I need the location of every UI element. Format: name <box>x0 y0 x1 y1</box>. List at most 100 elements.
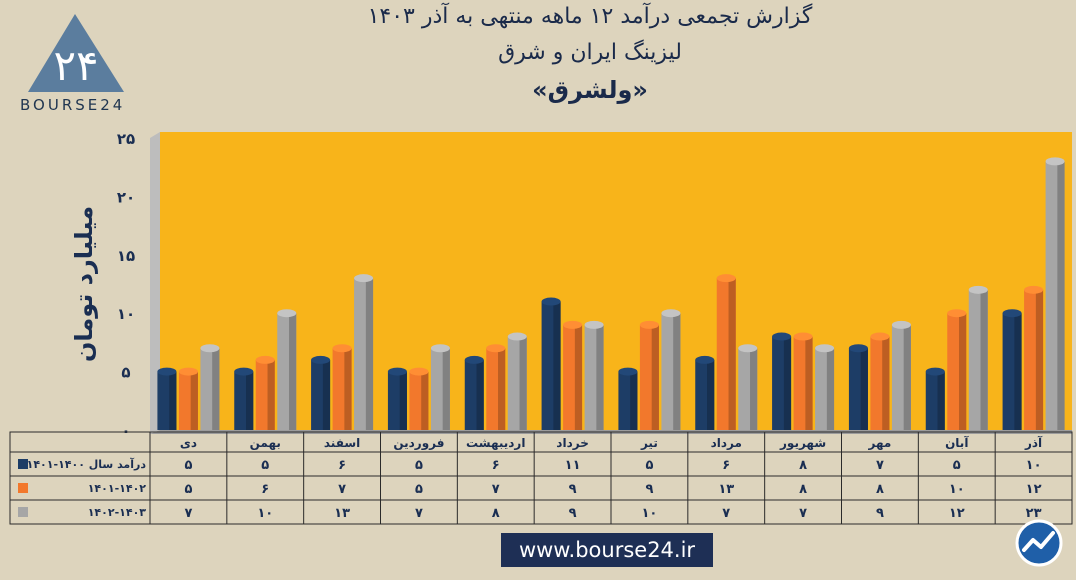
data-label: ۱۳ <box>334 506 350 521</box>
bar-cap <box>968 285 988 294</box>
data-label: ۷ <box>492 482 500 497</box>
bar-shade <box>442 348 450 430</box>
bar-cap <box>234 367 254 376</box>
plot-side-wall <box>150 132 160 434</box>
bar-cap <box>409 367 429 376</box>
data-label: ۵ <box>261 458 269 473</box>
legend-label: درآمد سال ۱۴۰۰-۱۴۰۱ <box>27 457 147 471</box>
bar-cap <box>1045 157 1065 166</box>
data-label: ۱۰ <box>949 482 965 497</box>
data-label: ۷ <box>184 506 192 521</box>
bar-cap <box>716 274 736 283</box>
data-label: ۵ <box>415 482 423 497</box>
bar-cap <box>738 344 758 353</box>
bar-shade <box>267 359 275 430</box>
bar-cap <box>772 332 792 341</box>
bar-shade <box>421 371 429 430</box>
website-url[interactable]: www.bourse24.ir <box>501 533 713 567</box>
bar-shade <box>805 336 813 430</box>
data-label: ۷ <box>338 482 346 497</box>
bar-cap <box>891 320 911 329</box>
bar-shade <box>399 371 407 430</box>
bar-cap <box>541 297 561 306</box>
bar-cap <box>1024 285 1044 294</box>
bar-shade <box>903 324 911 430</box>
bar-cap <box>354 274 374 283</box>
bar-shade <box>190 371 198 430</box>
bar-shade <box>596 324 604 430</box>
x-tick-label: شهریور <box>779 436 826 451</box>
bar-shade <box>959 313 967 430</box>
x-tick-label: اسفند <box>324 436 360 450</box>
bar-cap <box>332 344 352 353</box>
data-label: ۸ <box>876 482 884 497</box>
bar-cap <box>947 309 967 318</box>
data-label: ۲۳ <box>1026 506 1042 521</box>
bar-shade <box>860 348 868 430</box>
x-tick-label: دی <box>180 436 197 450</box>
logo-mark: ۲۴ <box>53 41 98 90</box>
y-tick-label: ۲۵ <box>117 130 135 148</box>
bar-shade <box>322 359 331 430</box>
bar-cap <box>870 332 890 341</box>
bar-shade <box>937 371 945 430</box>
data-label: ۷ <box>799 506 807 521</box>
legend-swatch <box>18 507 28 517</box>
bar-shade <box>169 371 177 430</box>
bar-cap <box>430 344 450 353</box>
data-label: ۸ <box>799 482 807 497</box>
bar-cap <box>486 344 506 353</box>
x-tick-label: آبان <box>945 435 969 450</box>
logo-text: BOURSE24 <box>20 96 126 114</box>
bar-shade <box>553 301 561 430</box>
bar-shade <box>498 348 506 430</box>
bar-cap <box>695 355 715 364</box>
bar-shade <box>707 359 715 430</box>
legend-label: ۱۴۰۲-۱۴۰۳ <box>88 506 147 519</box>
bar-cap <box>584 320 604 329</box>
bar-cap <box>507 332 527 341</box>
data-label: ۶ <box>492 458 500 473</box>
y-tick-label: ۱۵ <box>117 247 135 265</box>
chart-subtitle: لیزینگ ایران و شرق <box>498 40 682 65</box>
data-label: ۶ <box>261 482 269 497</box>
data-label: ۱۰ <box>1026 458 1042 473</box>
data-label: ۱۲ <box>1026 482 1042 497</box>
chart-title: گزارش تجمعی درآمد ۱۲ ماهه منتهی به آذر ۱… <box>367 4 813 29</box>
bar-cap <box>277 309 297 318</box>
bar-cap <box>311 355 331 364</box>
bar-shade <box>476 359 484 430</box>
y-tick-label: ۰ <box>121 422 130 440</box>
bar-cap <box>563 320 583 329</box>
bar-shade <box>783 336 792 430</box>
data-label: ۹ <box>569 482 577 497</box>
data-label: ۷ <box>876 458 884 473</box>
bar-cap <box>178 367 198 376</box>
data-label: ۷ <box>415 506 423 521</box>
bar-cap <box>157 367 177 376</box>
company-symbol: «ولشرق» <box>532 76 648 104</box>
x-tick-label: خرداد <box>556 436 589 450</box>
data-label: ۵ <box>184 482 192 497</box>
bar-cap <box>639 320 659 329</box>
bar-cap <box>618 367 638 376</box>
legend-swatch <box>18 459 28 469</box>
x-tick-label: مرداد <box>711 436 742 450</box>
bar-shade <box>630 371 638 430</box>
bar-cap <box>793 332 813 341</box>
bar-shade <box>980 289 988 430</box>
bar-cap <box>464 355 484 364</box>
data-label: ۹ <box>569 506 577 521</box>
x-tick-label: فروردین <box>393 436 444 451</box>
data-label: ۵ <box>184 458 192 473</box>
bar-shade <box>289 313 297 430</box>
data-label: ۵ <box>415 458 423 473</box>
bar-shade <box>750 348 758 430</box>
bar-cap <box>1002 309 1022 318</box>
data-label: ۹ <box>876 506 884 521</box>
bar-shade <box>882 336 890 430</box>
y-axis-label: میلیارد تومان <box>70 206 98 362</box>
x-tick-label: تیر <box>640 436 658 450</box>
bourse24-logo: ۲۴ <box>28 14 124 92</box>
bar-shade <box>673 313 681 430</box>
